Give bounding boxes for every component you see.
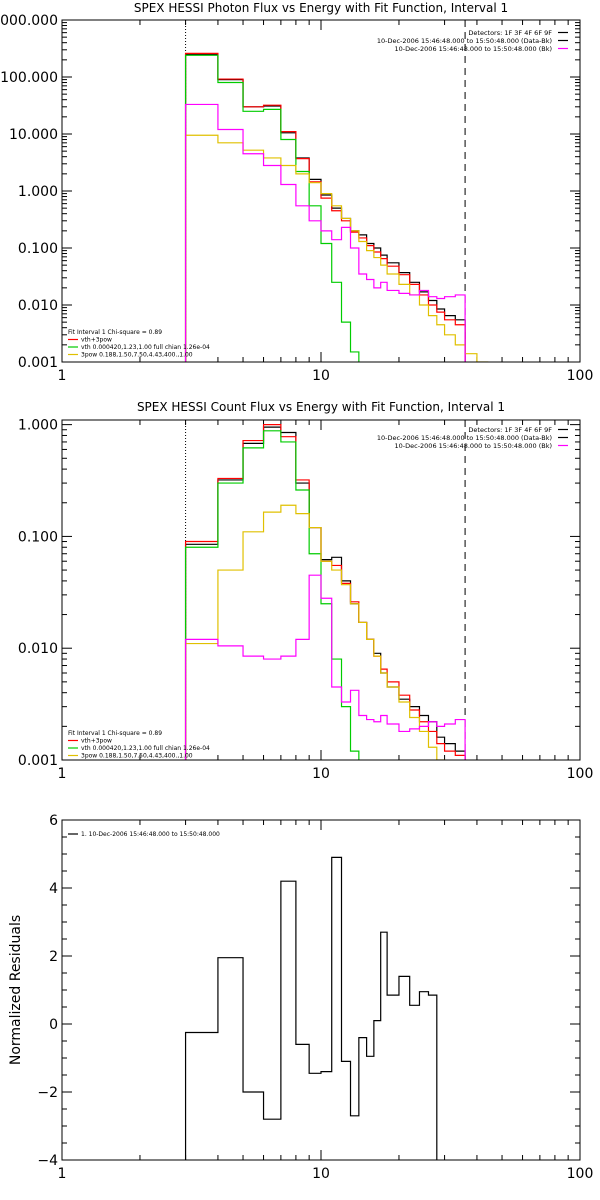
y-tick-label: −2	[37, 1085, 58, 1101]
x-tick-label: 100	[567, 1166, 594, 1182]
y-tick-label: 0.001	[18, 355, 58, 371]
header-line: 10-Dec-2006 15:46:48.000 to 15:50:48.000…	[395, 45, 553, 53]
chart-panel-3: 1 10 100 −4 −2 0 2 4 6 Normalized Residuals 1. 10-…	[8, 813, 593, 1182]
legend-heading: Fit Interval 1 Chi-square = 0.89	[68, 329, 162, 336]
y-tick-label: 0.001	[18, 753, 58, 769]
header-line: 10-Dec-2006 15:46:48.000 to 15:50:48.000…	[377, 37, 552, 45]
y-tick-label: 2	[49, 949, 58, 965]
header-line: 10-Dec-2006 15:46:48.000 to 15:50:48.000…	[395, 442, 553, 450]
chart-title: SPEX HESSI Count Flux vs Energy with Fit…	[137, 400, 505, 414]
legend-entry: 3pow 0.188,1.50,7.50,4.43,400.,1.00	[81, 352, 193, 359]
series-line-vth-3pow	[184, 424, 466, 760]
series-line-vth	[184, 54, 360, 362]
series-group	[184, 856, 438, 1160]
legend-entry: vth 0.000420,1.23,1.00 full chian 1.26e-…	[81, 344, 210, 351]
chart-panel-1: SPEX HESSI Photon Flux vs Energy with Fi…	[0, 1, 593, 384]
x-tick-label: 100	[567, 368, 594, 384]
series-group	[184, 52, 489, 362]
series-group	[184, 424, 466, 760]
header-line: 10-Dec-2006 15:46:48.000 to 15:50:48.000…	[377, 434, 552, 442]
legend-entry: vth 0.000420,1.23,1.00 full chian 1.26e-…	[81, 745, 210, 752]
header-line: Detectors: 1F 3F 4F 6F 9F	[468, 426, 552, 434]
plot-frame	[61, 19, 581, 363]
header-line: Detectors: 1F 3F 4F 6F 9F	[468, 29, 552, 37]
series-line-data-bk	[184, 53, 466, 362]
x-tick-label: 1	[58, 766, 67, 782]
y-tick-label: 10.000	[9, 127, 58, 143]
y-tick-label: 0.100	[18, 529, 58, 545]
legend-entry: vth+3pow	[81, 337, 112, 344]
y-tick-label: −4	[37, 1153, 58, 1169]
series-line-bk	[184, 574, 466, 760]
chart-title: SPEX HESSI Photon Flux vs Energy with Fi…	[134, 1, 508, 15]
y-tick-label: 0	[49, 1017, 58, 1033]
plot-frame	[61, 419, 581, 761]
series-line-bk	[184, 103, 466, 362]
plot-frame	[61, 819, 581, 1161]
y-tick-label: 0.010	[18, 641, 58, 657]
x-tick-label: 10	[312, 368, 330, 384]
y-tick-label: 4	[49, 881, 58, 897]
series-line-data-bk	[184, 426, 466, 760]
legend-entry: vth+3pow	[81, 738, 112, 745]
x-tick-label: 100	[567, 766, 594, 782]
legend-entry: 1. 10-Dec-2006 15:46:48.000 to 15:50:48.…	[81, 831, 220, 838]
y-tick-label: 1.000	[18, 184, 58, 200]
series-line-3pow	[184, 134, 489, 362]
y-tick-label: 100.000	[0, 70, 58, 86]
x-tick-label: 1	[58, 368, 67, 384]
series-line-vth-3pow	[184, 52, 466, 362]
x-tick-label: 10	[312, 1166, 330, 1182]
series-line-1-10-dec-2006-15-46-48-000-to-15-50-48-000	[184, 856, 438, 1160]
series-line-3pow	[184, 504, 446, 760]
y-tick-label: 1.000	[18, 418, 58, 434]
y-tick-label: 0.100	[18, 241, 58, 257]
y-axis-label: Normalized Residuals	[8, 915, 24, 1065]
legend-heading: Fit Interval 1 Chi-square = 0.89	[68, 730, 162, 737]
x-tick-label: 10	[312, 766, 330, 782]
y-tick-label: 6	[49, 813, 58, 829]
series-line-vth	[184, 430, 360, 760]
x-tick-label: 1	[58, 1166, 67, 1182]
y-tick-label: 0.010	[18, 298, 58, 314]
chart-panel-2: SPEX HESSI Count Flux vs Energy with Fit…	[18, 400, 593, 782]
legend-entry: 3pow 0.188,1.50,7.50,4.43,400.,1.00	[81, 753, 193, 760]
